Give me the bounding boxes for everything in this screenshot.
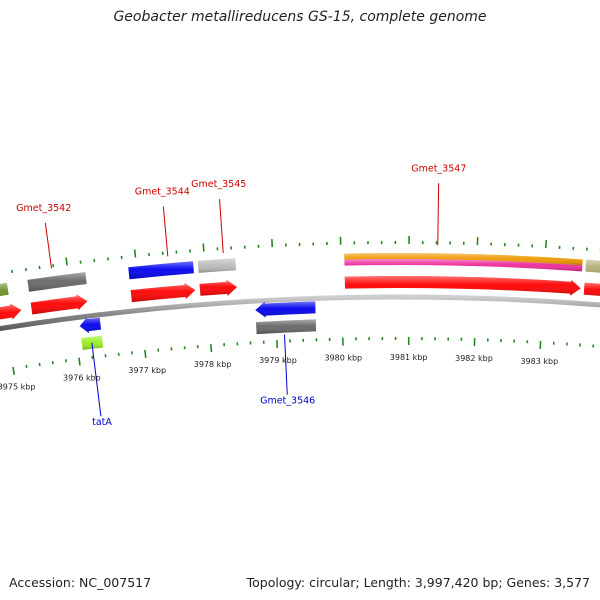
- forward-feature-7: [27, 272, 87, 292]
- gene-label-text: Gmet_3545: [191, 179, 246, 190]
- feature-layer: [0, 253, 600, 351]
- gene-label-leader: [437, 183, 440, 246]
- gene-label-gmet_3544: Gmet_3544: [135, 187, 190, 257]
- gene-label-leader: [162, 206, 169, 257]
- inner-tick: [78, 357, 81, 366]
- forward-gene-0: [0, 303, 22, 320]
- kbp-tick-label: 3976 kbp: [63, 373, 101, 382]
- forward-gene-5: [583, 282, 600, 296]
- kbp-tick-label: 3982 kbp: [455, 354, 493, 363]
- forward-gene-highlight: [583, 282, 600, 296]
- forward-gene-2: [130, 283, 196, 303]
- forward-gene-highlight: [199, 279, 238, 296]
- gene-label-tata: tatA: [91, 342, 112, 428]
- forward-gene-highlight: [0, 303, 22, 320]
- kbp-label-layer: 3975 kbp 3976 kbp 3977 kbp 3978 kbp 3979 kbp…: [0, 353, 558, 392]
- kbp-tick-label: 3975 kbp: [0, 383, 35, 392]
- gene-label-gmet_3546: Gmet_3546: [260, 334, 315, 407]
- kbp-tick-label: 3980 kbp: [324, 354, 362, 363]
- kbp-tick-label: 3981 kbp: [390, 353, 428, 362]
- forward-feature-8: [128, 261, 194, 280]
- forward-feature-12: [585, 259, 600, 273]
- gene-label-leader: [91, 342, 102, 417]
- forward-gene-highlight: [130, 283, 196, 303]
- gene-label-text: Gmet_3542: [16, 203, 71, 214]
- reverse-gene-13: [79, 317, 102, 334]
- kbp-tick-label: 3977 kbp: [128, 366, 166, 375]
- forward-feature-11: [344, 259, 583, 272]
- forward-feature-highlight: [27, 272, 87, 292]
- forward-gene-3: [199, 279, 238, 296]
- reverse-gene-14: [255, 301, 316, 318]
- kbp-tick-label: 3979 kbp: [259, 356, 297, 365]
- reverse-feature-highlight: [255, 319, 317, 335]
- forward-feature-highlight: [344, 259, 583, 272]
- gene-label-gmet_3547: Gmet_3547: [411, 163, 466, 246]
- gene-label-text: Gmet_3547: [411, 163, 466, 174]
- forward-feature-highlight: [197, 258, 236, 273]
- forward-feature-highlight: [344, 253, 583, 266]
- gene-label-gmet_3545: Gmet_3545: [191, 179, 246, 254]
- reverse-feature-16: [255, 319, 317, 335]
- gene-label-text: Gmet_3546: [260, 396, 315, 407]
- forward-feature-highlight: [585, 259, 600, 273]
- forward-gene-1: [30, 294, 88, 315]
- accession-text: Accession: NC_007517: [9, 575, 152, 590]
- inner-tick: [210, 344, 213, 353]
- kbp-tick-label: 3983 kbp: [520, 357, 558, 366]
- reverse-gene-highlight: [79, 317, 102, 334]
- map-title: Geobacter metallireducens GS-15, complet…: [113, 9, 487, 25]
- forward-gene-highlight: [30, 294, 88, 315]
- gene-label-leader: [284, 334, 288, 395]
- forward-feature-6: [0, 282, 9, 297]
- inner-tick: [144, 349, 147, 359]
- inner-tick: [12, 366, 16, 376]
- forward-feature-highlight: [128, 261, 194, 280]
- gene-label-gmet_3542: Gmet_3542: [16, 203, 71, 269]
- gene-label-text: tatA: [92, 417, 112, 428]
- reverse-gene-highlight: [255, 301, 316, 318]
- outer-tick: [65, 257, 68, 266]
- gene-label-leader: [219, 199, 224, 254]
- gene-label-leader: [44, 222, 52, 269]
- outer-tick: [202, 243, 205, 252]
- outer-tick: [133, 249, 137, 258]
- genome-backbone: [0, 294, 600, 332]
- tick-layer: [11, 236, 600, 376]
- forward-gene-4: [344, 276, 581, 296]
- forward-feature-9: [197, 258, 236, 273]
- forward-feature-highlight: [0, 282, 9, 297]
- forward-gene-highlight: [344, 276, 581, 296]
- genome-summary-text: Topology: circular; Length: 3,997,420 bp…: [246, 575, 590, 590]
- forward-feature-10: [344, 253, 583, 266]
- kbp-tick-label: 3978 kbp: [194, 360, 232, 369]
- gene-label-text: Gmet_3544: [135, 187, 190, 198]
